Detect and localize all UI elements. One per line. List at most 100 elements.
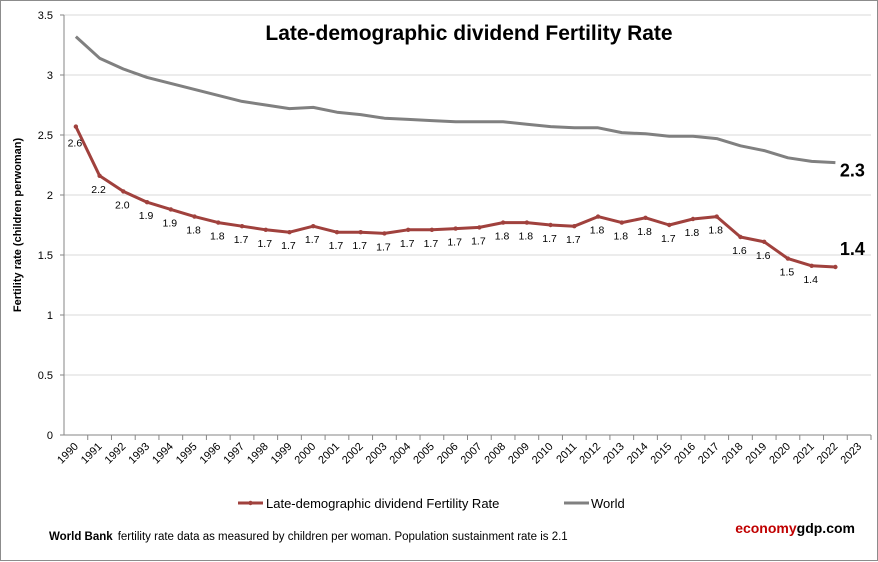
- x-tick-label: 1993: [126, 441, 152, 467]
- data-label: 1.7: [234, 234, 249, 246]
- data-label: 1.7: [400, 238, 415, 250]
- data-point: [548, 222, 553, 228]
- x-tick-label: 2021: [791, 441, 817, 467]
- data-label: 1.8: [708, 225, 723, 237]
- x-tick-label: 2010: [530, 441, 556, 467]
- brand-logo: economygdp.com: [735, 520, 855, 536]
- x-tick-label: 1998: [245, 441, 271, 467]
- x-tick-label: 2020: [767, 441, 793, 467]
- x-tick-label: 2000: [293, 441, 319, 467]
- x-tick-label: 2003: [364, 441, 390, 467]
- data-label: 1.9: [139, 210, 154, 222]
- y-tick-label: 2: [47, 190, 53, 202]
- data-label: 1.7: [329, 240, 344, 252]
- data-point: [524, 220, 530, 225]
- data-point: [168, 207, 174, 212]
- end-label-world: 2.3: [840, 161, 865, 181]
- data-label: 2.0: [115, 199, 130, 211]
- data-label: 1.4: [803, 274, 818, 286]
- data-label: 1.7: [542, 233, 557, 245]
- data-point: [833, 264, 838, 270]
- source-note-text: fertility rate data as measured by child…: [118, 531, 568, 543]
- data-label: 1.8: [210, 231, 225, 243]
- x-tick-label: 1995: [174, 441, 200, 467]
- data-label: 1.8: [637, 226, 652, 238]
- data-label: 1.7: [257, 238, 272, 250]
- data-point: [453, 226, 458, 231]
- y-tick-label: 3: [47, 70, 53, 82]
- y-axis-label: Fertility rate (children perwoman): [12, 138, 24, 313]
- x-tick-label: 1992: [103, 441, 129, 467]
- x-tick-label: 2013: [601, 441, 627, 467]
- data-label: 1.8: [186, 225, 201, 237]
- x-tick-label: 2004: [387, 441, 413, 467]
- data-label: 2.6: [68, 138, 83, 150]
- data-label: 1.8: [613, 231, 628, 243]
- legend-label-world: World: [591, 496, 625, 511]
- data-point: [785, 256, 791, 261]
- brand-part1: economy: [735, 520, 797, 536]
- data-point: [500, 220, 506, 225]
- y-tick-label: 0: [47, 430, 53, 442]
- y-tick-label: 1.5: [38, 250, 53, 262]
- data-point: [263, 227, 268, 232]
- data-labels: 2.6 2.2 2.0 1.9 1.9 1.8 1.8 1.7 1.7 1.7 1.7 1.7 1.7 1…: [68, 138, 865, 286]
- y-tick-label: 1: [47, 310, 53, 322]
- y-tick-label: 2.5: [38, 130, 53, 142]
- data-label: 1.6: [756, 250, 771, 262]
- data-point: [311, 224, 316, 229]
- x-tick-label: 2023: [838, 441, 864, 467]
- data-point: [809, 263, 814, 268]
- data-label: 1.8: [685, 227, 700, 239]
- data-label: 1.7: [376, 241, 391, 253]
- x-tick-label: 2006: [435, 441, 461, 467]
- x-tick-label: 2001: [316, 441, 342, 467]
- data-point: [405, 227, 411, 232]
- data-label: 1.8: [495, 231, 510, 243]
- data-label: 2.2: [91, 184, 106, 196]
- data-point: [643, 215, 648, 220]
- x-tick-label: 2012: [577, 441, 603, 467]
- data-point: [714, 214, 719, 219]
- y-tick-label: 3.5: [38, 10, 53, 22]
- data-point: [239, 224, 245, 229]
- data-point: [144, 200, 150, 205]
- data-point: [358, 230, 363, 235]
- legend-label-late-demographic: Late-demographic dividend Fertility Rate: [266, 496, 499, 511]
- data-point: [738, 234, 743, 240]
- data-point: [690, 216, 696, 222]
- x-tick-label: 2002: [340, 441, 366, 467]
- data-point: [73, 124, 79, 129]
- source-note: World Bank fertility rate data as measure…: [49, 531, 568, 543]
- x-tick-label: 1997: [221, 441, 247, 467]
- brand-part2: gdp.com: [797, 520, 855, 536]
- data-point: [619, 220, 624, 225]
- x-tick-label: 2008: [482, 441, 508, 467]
- data-point: [334, 230, 340, 235]
- x-tick-label: 2017: [696, 441, 722, 467]
- data-label: 1.7: [447, 237, 462, 249]
- data-label: 1.8: [519, 231, 534, 243]
- data-label: 1.6: [732, 245, 747, 257]
- x-tick-label: 1991: [79, 441, 105, 467]
- end-label-late-demographic: 1.4: [840, 239, 865, 259]
- data-point: [216, 220, 221, 225]
- x-tick-label: 1990: [55, 441, 81, 467]
- y-tick-label: 0.5: [38, 370, 53, 382]
- data-label: 1.7: [566, 234, 581, 246]
- x-tick-label: 1996: [198, 441, 224, 467]
- x-tick-label: 2022: [815, 441, 841, 467]
- series-group: [73, 35, 838, 270]
- gridlines: [64, 14, 871, 376]
- x-tick-label: 2009: [506, 441, 532, 467]
- data-point: [382, 231, 387, 236]
- data-point: [429, 227, 435, 232]
- x-tick-label: 2005: [411, 441, 437, 467]
- data-point: [287, 230, 292, 235]
- data-point: [595, 214, 601, 219]
- x-tick-label: 2018: [720, 441, 746, 467]
- chart-title: Late-demographic dividend Fertility Rate: [265, 22, 672, 45]
- data-label: 1.5: [780, 267, 795, 279]
